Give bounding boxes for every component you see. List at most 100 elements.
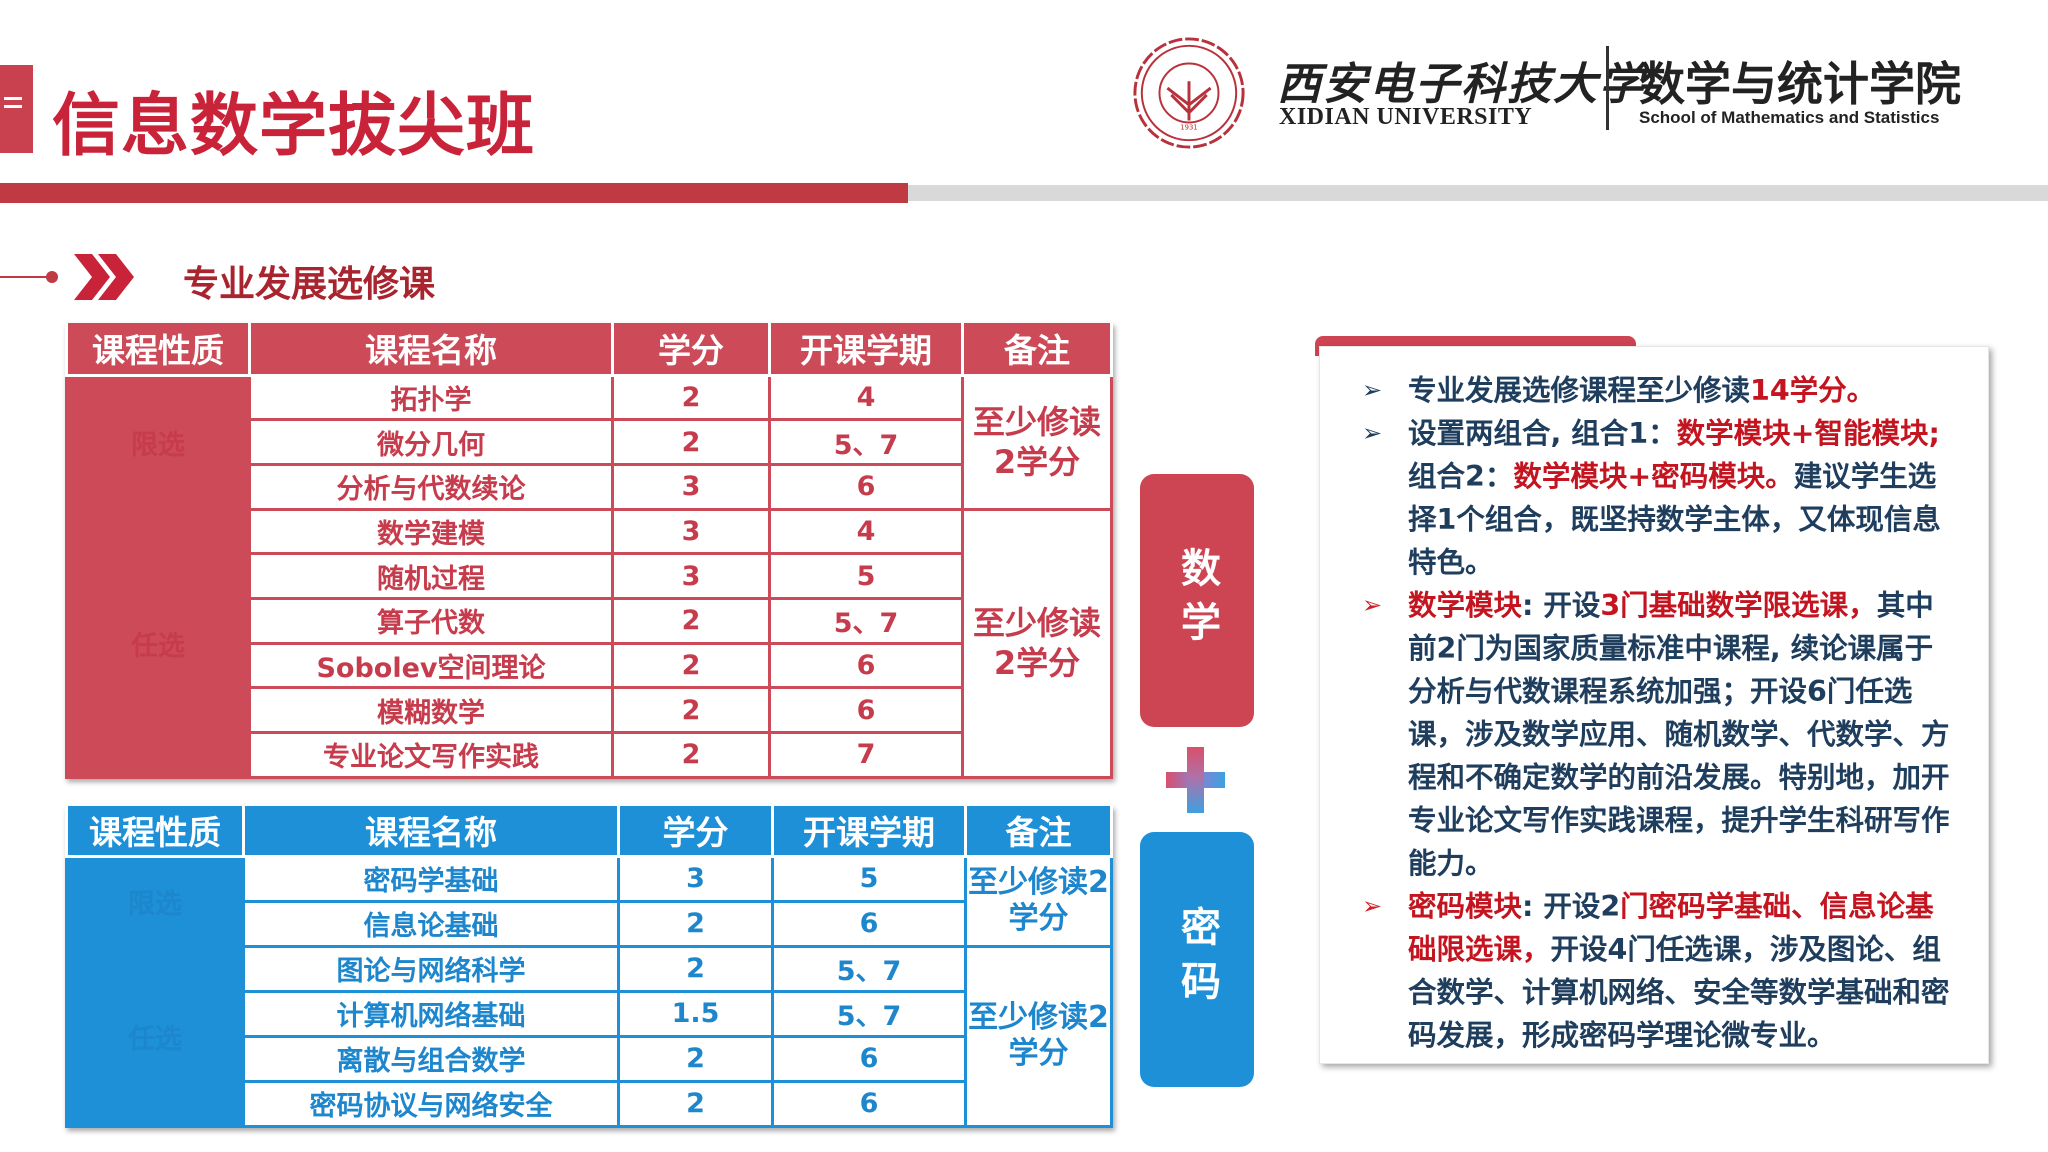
description-text: 建议学生选择1个组合，既坚持数学主体，又体现信息特色。 xyxy=(1408,460,1941,579)
table-row: 信息论基础 2 6 xyxy=(67,899,1112,948)
header-name: 课程名称 xyxy=(248,323,614,377)
description-text: 其中前2门为国家质量标准中课程, 续论课属于分析与代数课程系统加强；开设6门任选… xyxy=(1408,589,1950,880)
header-credit: 学分 xyxy=(611,323,771,377)
university-seal-logo: 1931 xyxy=(1133,37,1245,149)
credit-cell: 3 xyxy=(617,854,774,903)
header-bar-gray xyxy=(908,185,2048,201)
description-panel: ➢ 专业发展选修课程至少修读14学分。 ➢ 设置两组合, 组合1：数学模块+智能模块;… xyxy=(1319,346,1989,1064)
university-name-cn: 西安电子科技大学 xyxy=(1277,59,1645,110)
credit-cell: 2 xyxy=(617,899,774,948)
table-row: 密码协议与网络安全 2 6 xyxy=(67,1079,1112,1128)
course-name-cell: 随机过程 xyxy=(248,552,614,600)
table-row: 算子代数 2 5、7 xyxy=(67,596,1112,645)
table-row: 任选 数学建模 3 4 至少修读2学分 xyxy=(65,507,1113,779)
course-name-cell: 微分几何 xyxy=(248,418,614,466)
course-name-cell: 算子代数 xyxy=(248,596,614,645)
math-module-label: 数学 xyxy=(1140,474,1254,727)
math-course-table: 课程性质 课程名称 学分 开课学期 备注 限选 拓扑学 2 4 至少修读2学分 微分几何 2… xyxy=(65,323,1113,779)
term-cell: 7 xyxy=(768,731,964,779)
description-text: 专业发展选修课程至少修读 xyxy=(1408,374,1751,407)
description-item: ➢ 专业发展选修课程至少修读14学分。 xyxy=(1362,369,1960,412)
note-cell: 至少修读2学分 xyxy=(961,507,1113,779)
course-name-cell: 拓扑学 xyxy=(248,373,614,422)
description-list: ➢ 专业发展选修课程至少修读14学分。 ➢ 设置两组合, 组合1：数学模块+智能模块;… xyxy=(1362,369,1960,1057)
section-title: 专业发展选修课 xyxy=(183,264,436,305)
credit-cell: 3 xyxy=(611,552,771,600)
header-credit: 学分 xyxy=(617,806,774,858)
description-text: 门密码学基础、信息论基础限选课， xyxy=(1408,890,1934,966)
course-name-cell: 图论与网络科学 xyxy=(242,944,620,993)
credit-cell: 2 xyxy=(611,596,771,645)
section-line xyxy=(0,276,50,278)
course-name-cell: Sobolev空间理论 xyxy=(248,641,614,690)
header-note: 备注 xyxy=(961,323,1113,377)
term-cell: 6 xyxy=(768,462,964,511)
course-name-cell: 密码协议与网络安全 xyxy=(242,1079,620,1128)
description-text: 数学模块+智能模块; xyxy=(1676,417,1940,450)
term-cell: 5、7 xyxy=(768,418,964,466)
table-row: 计算机网络基础 1.5 5、7 xyxy=(67,989,1112,1038)
table-row: 限选 密码学基础 3 5 至少修读2学分 xyxy=(65,854,1113,948)
term-cell: 6 xyxy=(771,1034,967,1083)
page-title: 信息数学拔尖班 xyxy=(52,87,536,166)
table-header-row: 课程性质 课程名称 学分 开课学期 备注 xyxy=(65,323,1113,377)
arrow-bullet-icon: ➢ xyxy=(1362,892,1383,920)
table-row: 随机过程 3 5 xyxy=(67,552,1112,600)
table-row: 任选 图论与网络科学 2 5、7 至少修读2学分 xyxy=(65,944,1113,1128)
description-text: : 开设2 xyxy=(1522,890,1621,923)
header-term: 开课学期 xyxy=(768,323,964,377)
note-cell: 至少修读2学分 xyxy=(964,944,1113,1128)
description-text: 开设4门任选课，涉及图论、组合数学、计算机网络、安全等数学基础和密码发展，形成密… xyxy=(1408,933,1950,1052)
arrow-bullet-icon: ➢ xyxy=(1362,591,1383,619)
course-name-cell: 计算机网络基础 xyxy=(242,989,620,1038)
course-name-cell: 模糊数学 xyxy=(248,686,614,734)
credit-cell: 2 xyxy=(611,731,771,779)
category-cell: 限选 xyxy=(65,373,251,511)
term-cell: 4 xyxy=(768,507,964,556)
note-cell: 至少修读2学分 xyxy=(964,854,1113,948)
table-row: 模糊数学 2 6 xyxy=(67,686,1112,734)
table-header-row: 课程性质 课程名称 学分 开课学期 备注 xyxy=(65,806,1113,858)
term-cell: 4 xyxy=(768,373,964,422)
category-cell: 任选 xyxy=(65,944,245,1128)
header-note: 备注 xyxy=(964,806,1113,858)
table-row: Sobolev空间理论 2 6 xyxy=(67,641,1112,690)
course-name-cell: 数学建模 xyxy=(248,507,614,556)
section-dot xyxy=(46,271,58,283)
term-cell: 5 xyxy=(768,552,964,600)
course-name-cell: 专业论文写作实践 xyxy=(248,731,614,779)
svg-text:1931: 1931 xyxy=(1180,123,1198,131)
note-cell: 至少修读2学分 xyxy=(961,373,1113,511)
table-row: 限选 拓扑学 2 4 至少修读2学分 xyxy=(65,373,1113,511)
credit-cell: 1.5 xyxy=(617,989,774,1038)
description-item: ➢ 数学模块: 开设3门基础数学限选课，其中前2门为国家质量标准中课程, 续论课属… xyxy=(1362,584,1960,885)
header-category: 课程性质 xyxy=(65,806,245,858)
term-cell: 5 xyxy=(771,854,967,903)
header-bar-red xyxy=(0,183,908,203)
credit-cell: 3 xyxy=(611,507,771,556)
table-row: 微分几何 2 5、7 xyxy=(67,418,1112,466)
credit-cell: 2 xyxy=(611,641,771,690)
description-text: 设置两组合, 组合1： xyxy=(1408,417,1677,450)
arrow-bullet-icon: ➢ xyxy=(1362,376,1383,404)
category-cell: 限选 xyxy=(65,854,245,948)
credit-cell: 2 xyxy=(611,686,771,734)
plus-icon xyxy=(1166,747,1225,813)
title-accent-block xyxy=(0,65,33,153)
category-cell: 任选 xyxy=(65,507,251,779)
credit-cell: 2 xyxy=(617,944,774,993)
course-name-cell: 信息论基础 xyxy=(242,899,620,948)
credit-cell: 2 xyxy=(611,418,771,466)
description-item: ➢ 密码模块: 开设2门密码学基础、信息论基础限选课，开设4门任选课，涉及图论、组… xyxy=(1362,885,1960,1057)
school-name-en: School of Mathematics and Statistics xyxy=(1639,108,1940,127)
credit-cell: 3 xyxy=(611,462,771,511)
double-chevron-icon xyxy=(74,254,134,300)
description-text: 数学模块+密码模块。 xyxy=(1513,460,1794,493)
term-cell: 6 xyxy=(768,686,964,734)
term-cell: 6 xyxy=(771,1079,967,1128)
credit-cell: 2 xyxy=(611,373,771,422)
table-row: 离散与组合数学 2 6 xyxy=(67,1034,1112,1083)
term-cell: 6 xyxy=(771,899,967,948)
description-text: 14学分。 xyxy=(1750,374,1876,407)
description-item: ➢ 设置两组合, 组合1：数学模块+智能模块; 组合2：数学模块+密码模块。建议学生… xyxy=(1362,412,1960,584)
